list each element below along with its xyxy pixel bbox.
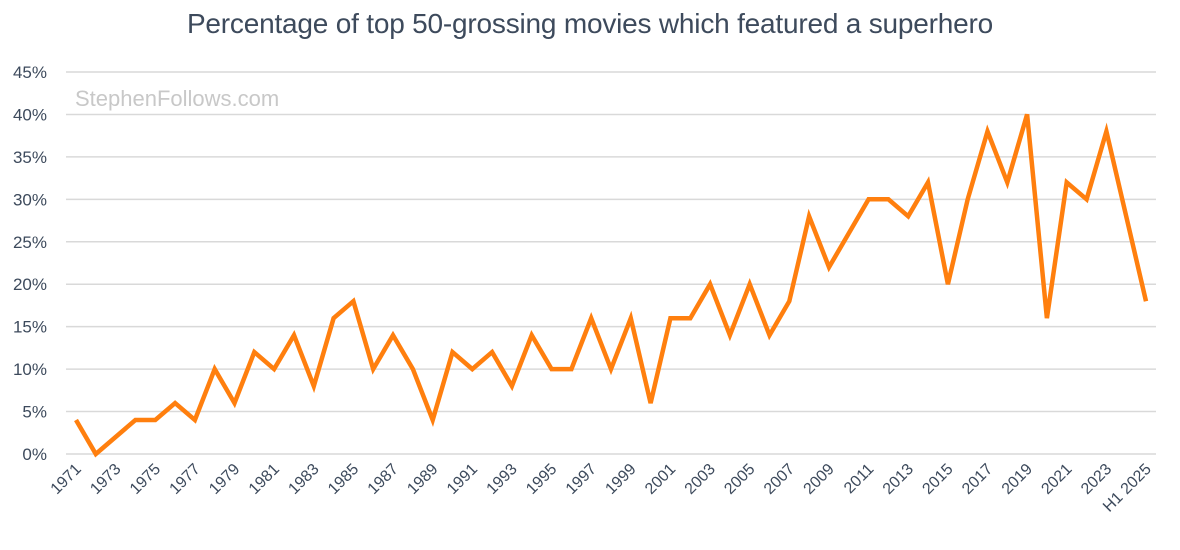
y-tick-label: 45% [13,63,47,82]
x-axis-labels: 1971 1973 1975 1977 1979 1981 1983 1985 1987 1989… [48,461,1155,516]
x-tick-label: 1985 [325,461,362,498]
x-tick-label: 1979 [206,461,243,498]
x-tick-label: 2023 [1078,461,1115,498]
x-tick-label: 1997 [563,461,600,498]
x-tick-label: 1989 [404,461,441,498]
x-tick-label: 1975 [127,461,164,498]
x-tick-label: 1977 [167,461,204,498]
x-tick-label: 1999 [602,461,639,498]
y-tick-label: 20% [13,275,47,294]
x-tick-label: 2017 [959,461,996,498]
x-tick-label: 2003 [682,461,719,498]
x-tick-label: 1981 [246,461,283,498]
y-tick-label: 35% [13,148,47,167]
x-tick-label: 2013 [880,461,917,498]
x-tick-label: 1995 [523,461,560,498]
x-tick-label: 1983 [285,461,322,498]
chart-title: Percentage of top 50-grossing movies whi… [186,8,994,39]
x-tick-label: 2007 [761,461,798,498]
series-layer [74,113,1149,458]
y-tick-label: 40% [13,105,47,124]
x-tick-label: 2001 [642,461,679,498]
y-tick-label: 0% [22,445,47,464]
y-tick-label: 30% [13,190,47,209]
y-tick-label: 10% [13,360,47,379]
y-tick-label: 15% [13,318,47,337]
x-tick-label: 1987 [365,461,402,498]
x-tick-label: 1973 [87,461,124,498]
series-line [74,113,1149,458]
y-axis-labels: 0% 5% 10% 15% 20% 25% 30% 35% 40% 45% [13,63,47,464]
watermark: StephenFollows.com [75,86,280,111]
y-tick-label: 5% [22,403,47,422]
x-tick-label: 1993 [484,461,521,498]
x-tick-label: 1991 [444,461,481,498]
x-tick-label: 1971 [48,461,85,498]
x-tick-label: 2019 [999,461,1036,498]
x-tick-label: 2015 [919,461,956,498]
y-tick-label: 25% [13,233,47,252]
x-tick-label: 2009 [801,461,838,498]
x-tick-label: 2005 [721,461,758,498]
x-tick-label: 2021 [1038,461,1075,498]
x-tick-label: 2011 [841,461,877,497]
